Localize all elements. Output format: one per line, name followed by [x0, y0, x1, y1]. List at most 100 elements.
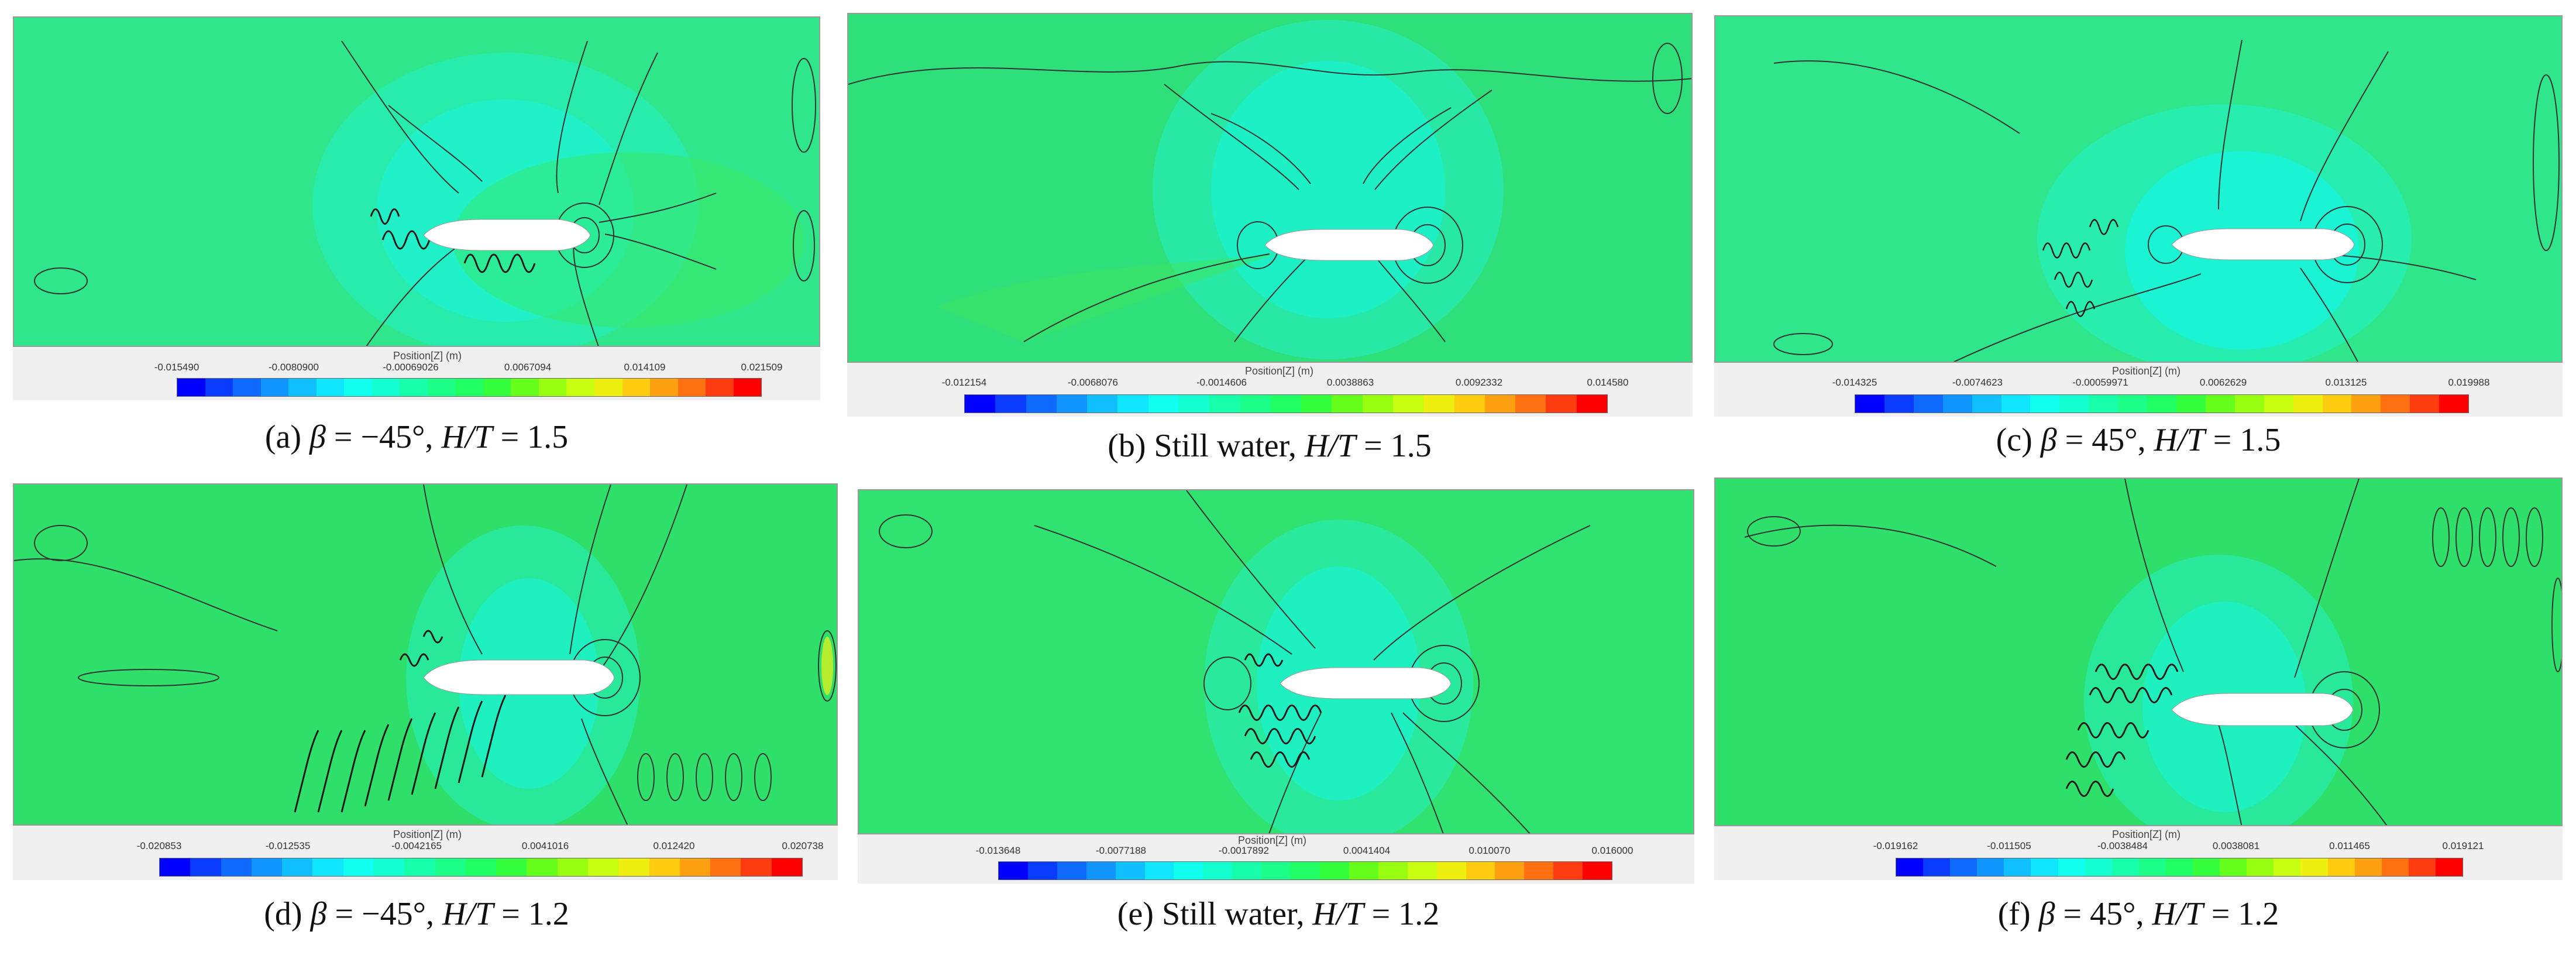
- colorbar-segment: [2381, 858, 2409, 876]
- colorbar-segment: [221, 858, 252, 876]
- colorbar-segment: [511, 379, 539, 396]
- colorbar-segment: [1972, 395, 2001, 413]
- colorbar-segment: [557, 858, 588, 876]
- colorbar-segment: [2293, 395, 2323, 413]
- tick-label-f-5: 0.019121: [2442, 840, 2484, 851]
- caption-a-middle: = −45°,: [325, 419, 442, 455]
- colorbar-segment: [233, 379, 261, 396]
- legend-d: Position[Z] (m) -0.020853 -0.012535 -0.0…: [13, 826, 838, 880]
- colorbar-segment: [622, 379, 651, 396]
- colorbar-segment: [1319, 862, 1349, 879]
- caption-d-prefix: (d): [264, 896, 311, 932]
- colorbar-segment: [2147, 395, 2176, 413]
- colorbar-segment: [1086, 862, 1116, 879]
- ship-hull-a: [423, 219, 591, 251]
- colorbar-segment: [1495, 862, 1525, 879]
- caption-c-suffix: = 1.5: [2204, 422, 2281, 458]
- tick-label-c-5: 0.019988: [2448, 377, 2490, 388]
- colorbar-segment: [587, 858, 619, 876]
- colorbar-segment: [1515, 395, 1546, 413]
- colorbar-segment: [1027, 862, 1057, 879]
- tick-label-a-2: -0.00069026: [383, 362, 439, 373]
- colorbar-segment: [2247, 858, 2274, 876]
- colorbar-segment: [496, 858, 527, 876]
- colorbar-segment: [2111, 858, 2139, 876]
- colorbar-segment: [1484, 395, 1516, 413]
- colorbar-segment: [2351, 395, 2381, 413]
- colorbar-segment: [1896, 858, 1924, 876]
- caption-c: (c) β = 45°, H/T = 1.5: [1996, 421, 2281, 459]
- tick-label-f-0: -0.019162: [1873, 840, 1918, 851]
- colorbar-segment: [1270, 395, 1302, 413]
- colorbar-f: [1896, 858, 2463, 877]
- colorbar-segment: [2327, 858, 2355, 876]
- colorbar-segment: [316, 379, 345, 396]
- colorbar-segment: [1977, 858, 2004, 876]
- colorbar-segment: [1057, 862, 1086, 879]
- tick-label-f-3: 0.0038081: [2212, 840, 2260, 851]
- caption-f-symbol: β: [2038, 896, 2055, 932]
- tick-label-b-1: -0.0068076: [1067, 377, 1119, 388]
- caption-f-variable: H/T: [2152, 896, 2203, 932]
- tick-label-e-5: 0.016000: [1591, 845, 1633, 856]
- contour-field-c: [1714, 15, 2563, 363]
- colorbar-segment: [2059, 395, 2089, 413]
- colorbar-segment: [594, 379, 622, 396]
- colorbar-segment: [1209, 395, 1240, 413]
- caption-f-suffix: = 1.2: [2203, 896, 2279, 932]
- tick-label-b-0: -0.012154: [941, 377, 987, 388]
- colorbar-segment: [2264, 395, 2293, 413]
- colorbar-segment: [1553, 862, 1583, 879]
- legend-title-a: Position[Z] (m): [393, 350, 462, 362]
- tick-label-b-2: -0.0014606: [1196, 377, 1247, 388]
- colorbar-e: [998, 861, 1612, 880]
- ship-hull-e: [1280, 667, 1452, 699]
- colorbar-segment: [343, 858, 374, 876]
- colorbar-segment: [1174, 862, 1203, 879]
- tick-label-d-2: -0.0042165: [391, 840, 442, 851]
- tick-label-c-2: -0.00059971: [2072, 377, 2128, 388]
- caption-b-variable: H/T: [1305, 428, 1356, 464]
- legend-c: Position[Z] (m) -0.014325 -0.0074623 -0.…: [1714, 363, 2563, 417]
- tick-label-a-0: -0.015490: [154, 362, 200, 373]
- legend-title-c: Position[Z] (m): [2112, 365, 2181, 377]
- tick-label-a-5: 0.021509: [741, 362, 783, 373]
- tick-label-e-2: -0.0017892: [1218, 845, 1270, 856]
- caption-d-symbol: β: [310, 896, 327, 932]
- colorbar-segment: [1026, 395, 1057, 413]
- colorbar-segment: [1407, 862, 1437, 879]
- colorbar-segment: [1087, 395, 1118, 413]
- tick-label-e-0: -0.013648: [975, 845, 1021, 856]
- colorbar-segment: [2193, 858, 2220, 876]
- caption-c-prefix: (c): [1996, 422, 2041, 458]
- legend-f: Position[Z] (m) -0.019162 -0.011505 -0.0…: [1714, 826, 2563, 880]
- colorbar-segment: [465, 858, 497, 876]
- tick-label-e-3: 0.0041404: [1343, 845, 1391, 856]
- caption-a-variable: H/T: [441, 419, 493, 455]
- colorbar-segment: [1232, 862, 1262, 879]
- colorbar-segment: [677, 379, 706, 396]
- tick-label-c-0: -0.014325: [1832, 377, 1877, 388]
- colorbar-segment: [1056, 395, 1088, 413]
- tick-label-f-2: -0.0038484: [2097, 840, 2148, 851]
- colorbar-segment: [344, 379, 372, 396]
- colorbar-segment: [373, 858, 405, 876]
- colorbar-segment: [1913, 395, 1943, 413]
- colorbar-segment: [1332, 395, 1363, 413]
- colorbar-segment: [372, 379, 400, 396]
- caption-b: (b) Still water, H/T = 1.5: [1108, 427, 1432, 465]
- ship-hull-f: [2171, 693, 2354, 726]
- colorbar-segment: [618, 858, 649, 876]
- colorbar-segment: [1291, 862, 1320, 879]
- contour-plot-b: [848, 20, 1691, 359]
- legend-title-f: Position[Z] (m): [2112, 829, 2181, 840]
- tick-label-b-5: 0.014580: [1587, 377, 1629, 388]
- contour-field-b: [847, 13, 1693, 363]
- colorbar-segment: [190, 858, 221, 876]
- colorbar-b: [964, 394, 1608, 413]
- colorbar-segment: [205, 379, 233, 396]
- colorbar-segment: [177, 379, 205, 396]
- contour-plot-d: [14, 485, 837, 824]
- colorbar-segment: [455, 379, 483, 396]
- colorbar-d: [159, 858, 803, 877]
